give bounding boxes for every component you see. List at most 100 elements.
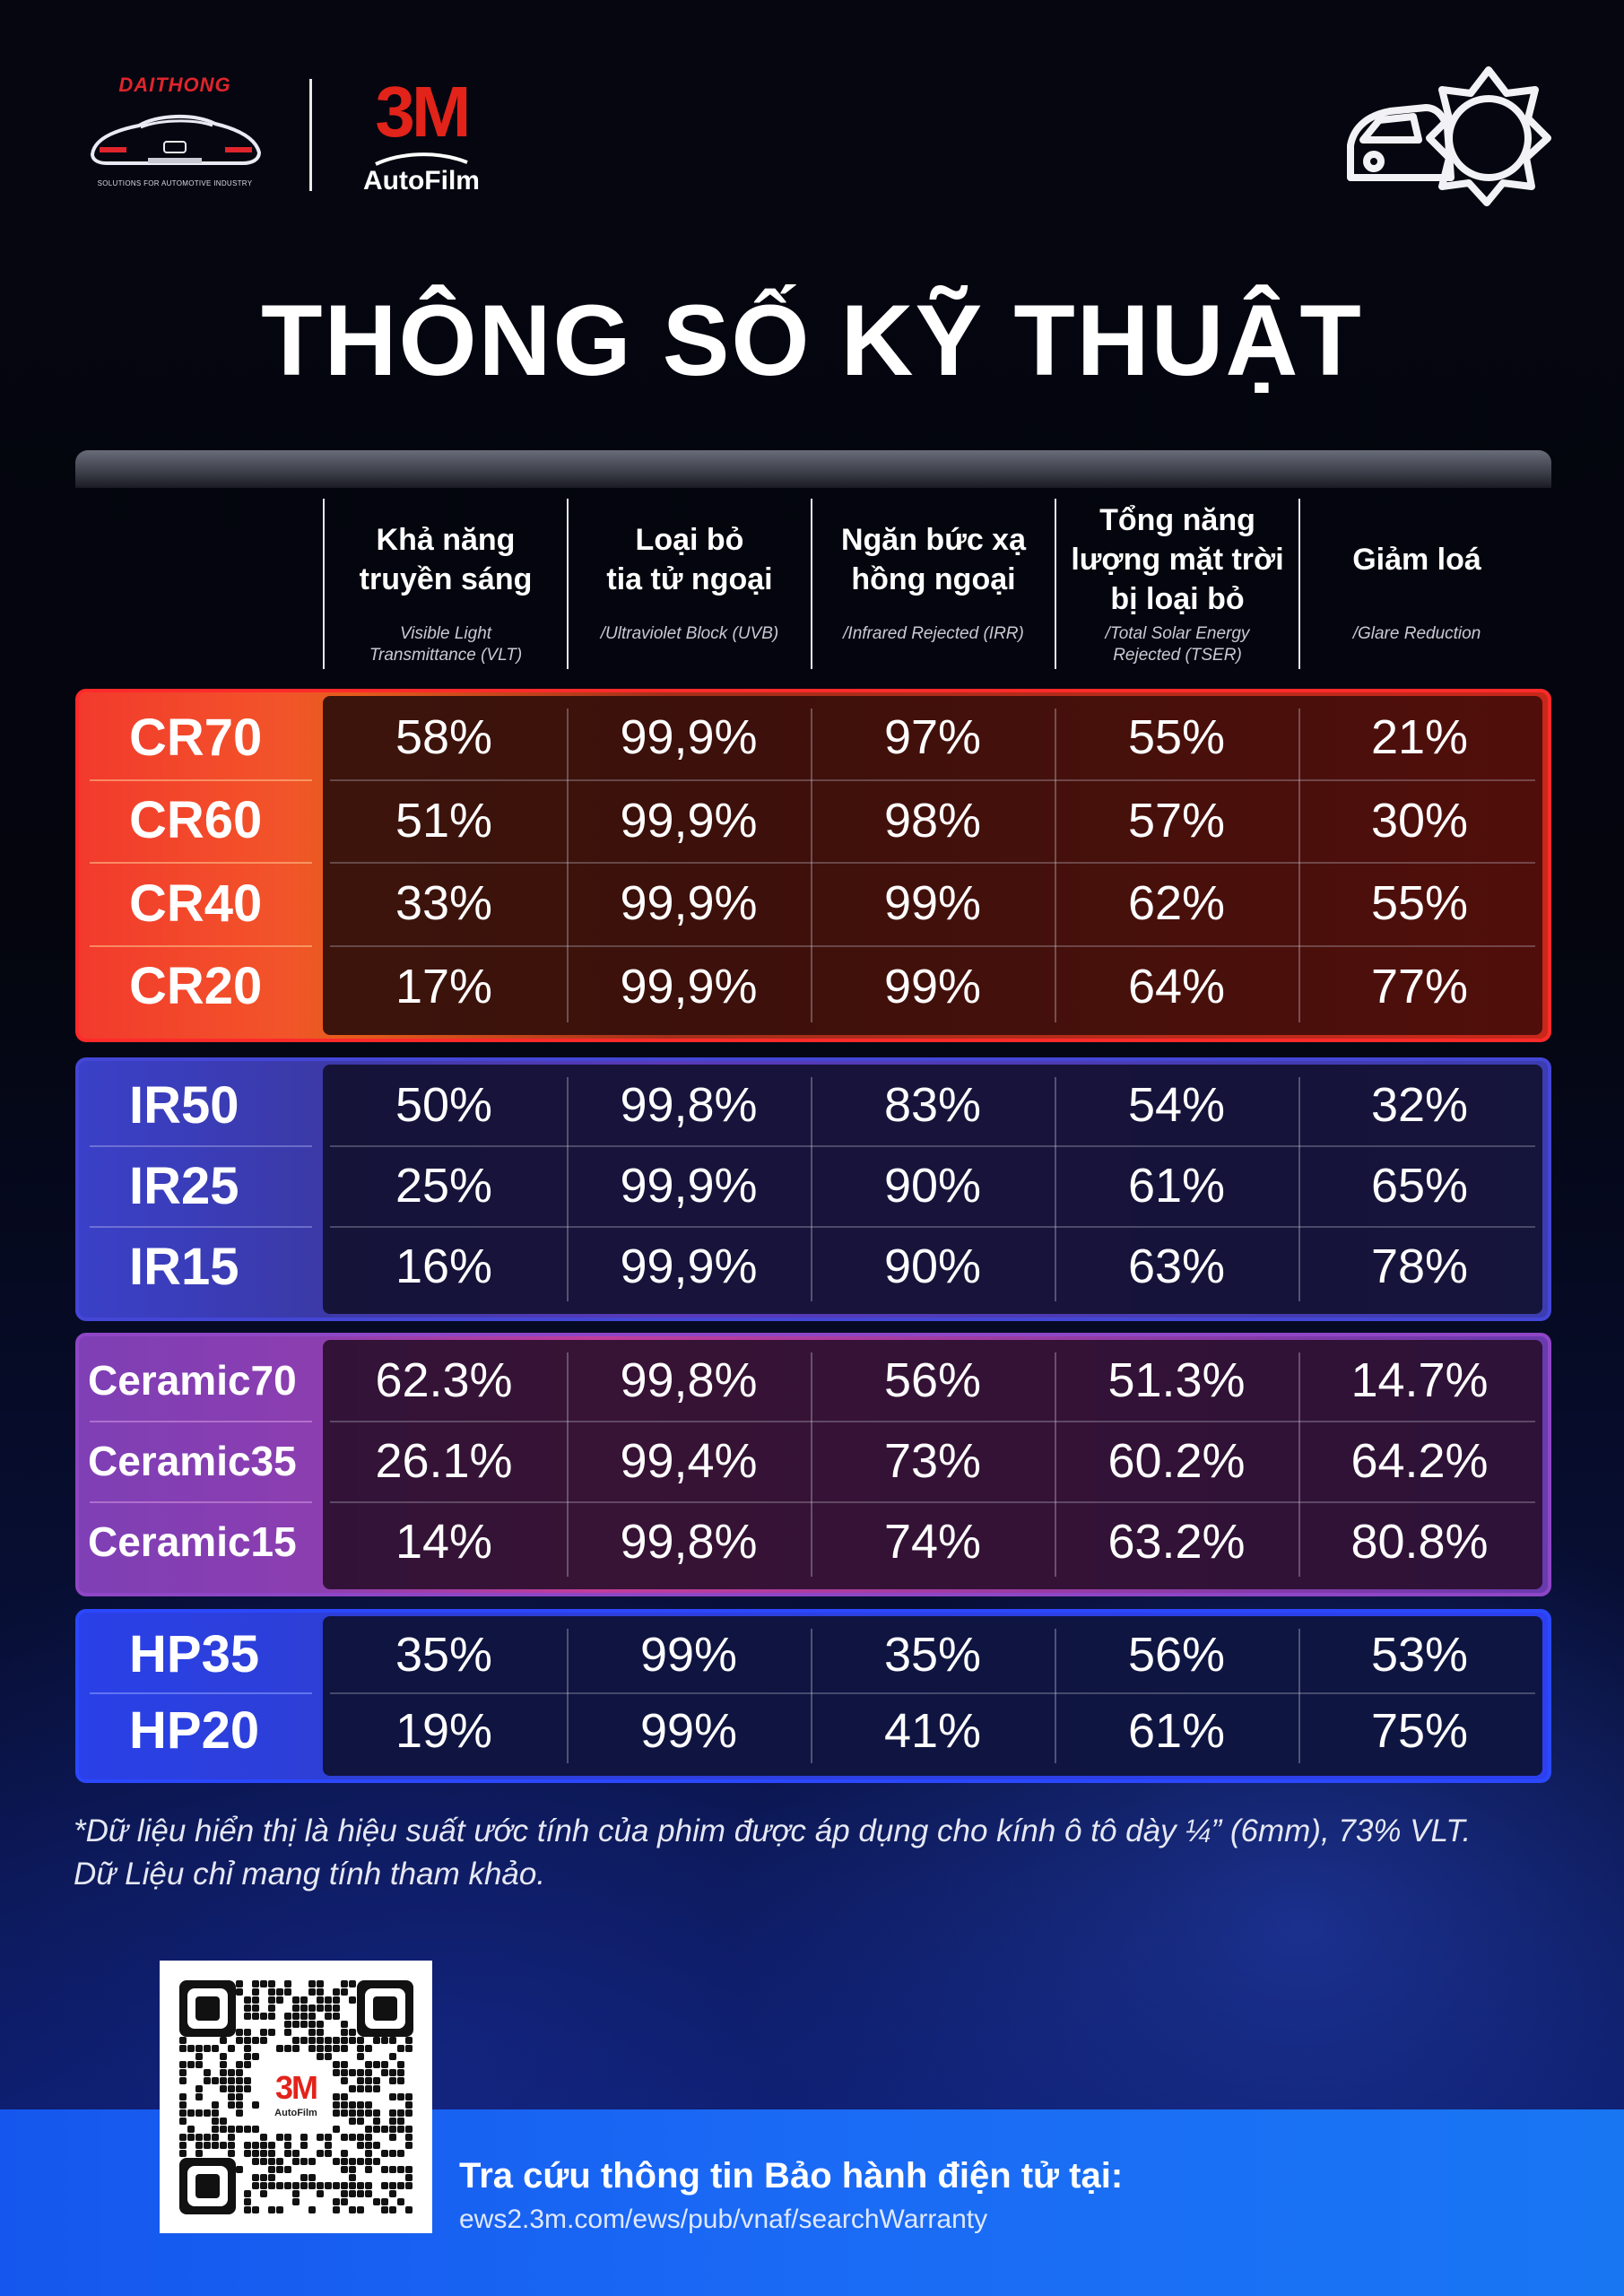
table-cell: 58% bbox=[395, 710, 493, 765]
table-cell: 61% bbox=[1127, 1159, 1226, 1213]
table-cell: 99,8% bbox=[620, 1353, 758, 1407]
table-cell: 99% bbox=[639, 1703, 738, 1758]
table-cell: 99,9% bbox=[620, 876, 758, 931]
table-cell: 98% bbox=[883, 793, 982, 848]
table-cell: 83% bbox=[883, 1078, 982, 1132]
column-divider bbox=[1298, 1352, 1300, 1577]
film-name: HP35 bbox=[129, 1625, 260, 1683]
table-cell: 17% bbox=[395, 959, 493, 1013]
table-cell: 61% bbox=[1127, 1703, 1226, 1758]
qr-center-logo: 3M AutoFilm bbox=[260, 2061, 332, 2133]
footnote-line-1: *Dữ liệu hiển thị là hiệu suất ước tính … bbox=[74, 1813, 1472, 1848]
table-cell: 14.7% bbox=[1350, 1353, 1489, 1407]
table-cell: 60.2% bbox=[1107, 1434, 1246, 1488]
column-header-tser: Tổng năng lượng mặt trời bị loại bỏ /Tot… bbox=[1055, 499, 1298, 669]
column-divider bbox=[1055, 1077, 1056, 1301]
table-cell: 99% bbox=[883, 959, 982, 1013]
daithong-logo: DAITHONG SOLUTIONS FOR AUTOMOTIVE INDUST… bbox=[85, 74, 265, 195]
column-header-irr: Ngăn bức xạ hồng ngoại /Infrared Rejecte… bbox=[811, 499, 1055, 669]
table-cell: 55% bbox=[1127, 710, 1226, 765]
table-cell: 21% bbox=[1370, 710, 1469, 765]
table-cell: 16% bbox=[395, 1239, 493, 1293]
table-cell: 99% bbox=[639, 1627, 738, 1682]
3m-mark: 3M bbox=[375, 72, 471, 152]
row-separator bbox=[90, 862, 312, 864]
warranty-url-link[interactable]: ews2.3m.com/ews/pub/vnaf/searchWarranty bbox=[459, 2205, 988, 2234]
table-cell: 50% bbox=[395, 1078, 493, 1132]
table-cell: 99,8% bbox=[620, 1515, 758, 1569]
table-cell: 62% bbox=[1127, 876, 1226, 931]
table-cell: 80.8% bbox=[1350, 1515, 1489, 1569]
warranty-qr-code[interactable]: 3M AutoFilm bbox=[160, 1961, 432, 2233]
column-divider bbox=[1298, 709, 1300, 1022]
table-cell: 19% bbox=[395, 1703, 493, 1758]
car-swoosh-icon bbox=[375, 152, 468, 166]
row-divider bbox=[330, 1145, 1535, 1147]
table-cell: 99,8% bbox=[620, 1078, 758, 1132]
column-divider bbox=[567, 1352, 569, 1577]
film-name: Ceramic35 bbox=[88, 1438, 297, 1484]
table-cell: 75% bbox=[1370, 1703, 1469, 1758]
column-header-vlt: Khả năng truyền sáng Visible Light Trans… bbox=[323, 499, 567, 669]
row-divider bbox=[330, 1501, 1535, 1503]
table-cell: 99,9% bbox=[620, 793, 758, 848]
table-cell: 41% bbox=[883, 1703, 982, 1758]
column-divider bbox=[811, 1629, 812, 1763]
table-cell: 53% bbox=[1370, 1627, 1469, 1682]
car-sun-icon bbox=[1347, 66, 1551, 206]
daithong-wordmark: DAITHONG bbox=[118, 74, 231, 96]
table-cell: 99,4% bbox=[620, 1434, 758, 1488]
table-cell: 26.1% bbox=[375, 1434, 513, 1488]
table-cell: 90% bbox=[883, 1239, 982, 1293]
row-separator bbox=[90, 778, 312, 781]
column-header-glare: Giảm loá /Glare Reduction bbox=[1298, 499, 1533, 669]
qr-3m-mark: 3M bbox=[274, 2069, 318, 2106]
column-header-vi: Loại bỏ tia tử ngoại bbox=[606, 522, 773, 596]
table-cell: 14% bbox=[395, 1515, 493, 1569]
row-divider bbox=[330, 944, 1535, 947]
3m-autofilm-logo: 3M AutoFilm bbox=[354, 76, 489, 202]
qr-code-icon bbox=[179, 1980, 413, 2214]
table-cell: 99,9% bbox=[620, 710, 758, 765]
table-cell: 54% bbox=[1127, 1078, 1226, 1132]
film-name: Ceramic15 bbox=[88, 1518, 297, 1565]
autofilm-wordmark: AutoFilm bbox=[363, 166, 480, 196]
table-cell: 99,9% bbox=[620, 1239, 758, 1293]
film-name: IR25 bbox=[129, 1156, 239, 1215]
column-divider bbox=[1298, 1077, 1300, 1301]
column-header-en: Visible Light Transmittance (VLT) bbox=[369, 624, 523, 665]
row-separator bbox=[90, 1421, 312, 1422]
film-group-hp: 35% 99% 35% 56% 53% 19% 99% 41% 61% 75% HP35 HP20 bbox=[75, 1609, 1551, 1783]
table-cell: 35% bbox=[883, 1627, 982, 1682]
row-separator bbox=[90, 1226, 312, 1228]
film-name: Ceramic70 bbox=[88, 1357, 297, 1404]
film-name: IR15 bbox=[129, 1237, 239, 1296]
table-cell: 90% bbox=[883, 1159, 982, 1213]
table-cell: 51.3% bbox=[1107, 1353, 1246, 1407]
column-header-en: /Glare Reduction bbox=[1352, 624, 1481, 643]
row-separator bbox=[90, 1692, 312, 1694]
column-divider bbox=[567, 709, 569, 1022]
table-cell: 63.2% bbox=[1107, 1515, 1246, 1569]
film-name: CR40 bbox=[129, 874, 263, 933]
column-header-vi: Giảm loá bbox=[1352, 542, 1481, 577]
warranty-lookup-title: Tra cứu thông tin Bảo hành điện tử tại: bbox=[459, 2156, 1124, 2196]
table-cell: 74% bbox=[883, 1515, 982, 1569]
table-cell: 51% bbox=[395, 793, 493, 848]
row-divider bbox=[330, 778, 1535, 781]
column-divider bbox=[811, 709, 812, 1022]
table-header-bar bbox=[75, 450, 1551, 488]
table-cell: 77% bbox=[1370, 959, 1469, 1013]
table-cell: 99,9% bbox=[620, 1159, 758, 1213]
table-cell: 32% bbox=[1370, 1078, 1469, 1132]
row-separator bbox=[90, 1145, 312, 1147]
row-divider bbox=[330, 862, 1535, 864]
column-divider bbox=[811, 1352, 812, 1577]
logo-divider bbox=[309, 79, 312, 191]
row-separator bbox=[90, 944, 312, 947]
table-cell: 33% bbox=[395, 876, 493, 931]
row-divider bbox=[330, 1226, 1535, 1228]
table-cell: 78% bbox=[1370, 1239, 1469, 1293]
column-header-en: /Total Solar Energy Rejected (TSER) bbox=[1105, 624, 1250, 665]
table-cell: 62.3% bbox=[375, 1353, 513, 1407]
